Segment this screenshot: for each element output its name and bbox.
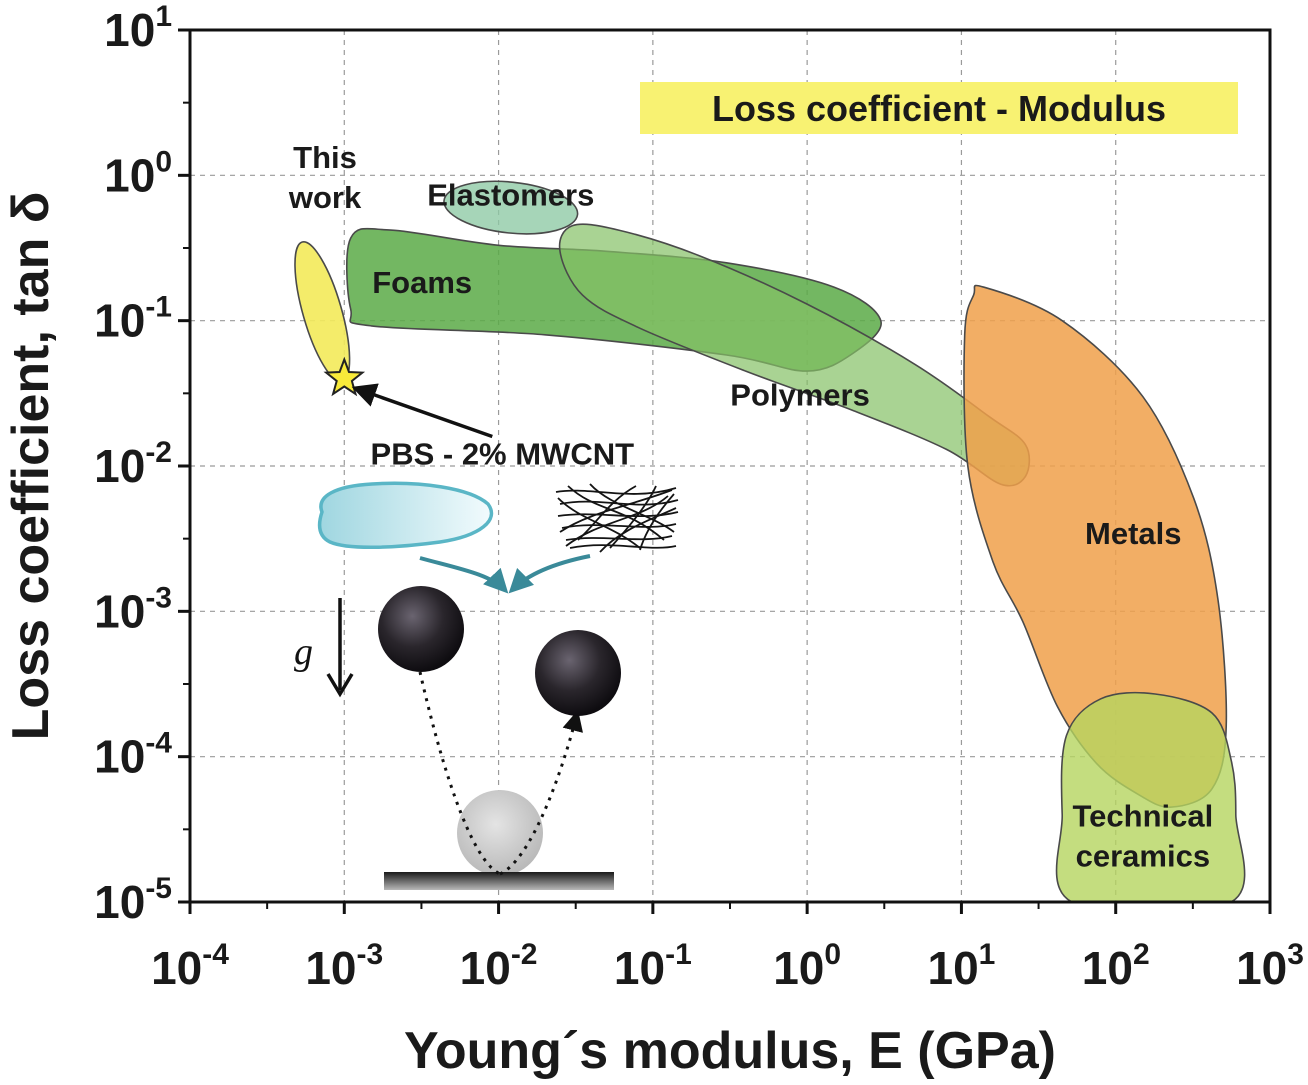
region-label: Metals bbox=[1085, 516, 1181, 551]
region-label: Foams bbox=[372, 265, 472, 300]
rebound-ball-icon bbox=[535, 630, 621, 716]
y-axis-label: Loss coefficient, tan δ bbox=[2, 192, 60, 741]
axis-ticks: 10-4 10-3 10-2 10-1 100 101 102 103 10-5 10-4 10-3… bbox=[94, 0, 1304, 994]
rebound-illustration: g⃗ bbox=[294, 481, 679, 890]
y-tick-label: 10-3 bbox=[94, 581, 172, 637]
drop-ball-icon bbox=[378, 586, 464, 672]
rebound-path-icon bbox=[499, 709, 583, 876]
region-4 bbox=[1055, 691, 1246, 902]
nanotube-bundle-icon bbox=[555, 483, 679, 553]
merge-arrow-left bbox=[419, 556, 509, 594]
gravity-symbol: g⃗ bbox=[294, 631, 343, 673]
region-label: This work bbox=[288, 140, 362, 215]
x-tick-label: 103 bbox=[1236, 938, 1304, 994]
chart-title: Loss coefficient - Modulus bbox=[640, 82, 1238, 134]
annotation-label: PBS - 2% MWCNT bbox=[371, 437, 635, 472]
x-tick-label: 100 bbox=[773, 938, 841, 994]
x-tick-label: 10-4 bbox=[151, 938, 229, 994]
polymer-blob-icon bbox=[317, 481, 494, 550]
material-regions bbox=[294, 180, 1246, 902]
y-tick-label: 10-4 bbox=[94, 727, 172, 783]
gravity-arrowhead-icon bbox=[326, 673, 354, 698]
region-label: Technical ceramics bbox=[1073, 799, 1214, 874]
annotation-arrow bbox=[351, 383, 493, 439]
x-tick-label: 102 bbox=[1082, 938, 1150, 994]
region-label: Polymers bbox=[730, 378, 870, 413]
x-axis-label: Young´s modulus, E (GPa) bbox=[404, 1022, 1056, 1080]
y-tick-label: 100 bbox=[104, 145, 172, 201]
y-tick-label: 10-1 bbox=[94, 291, 172, 347]
merge-arrow-right bbox=[508, 554, 591, 594]
ghost-ball-icon bbox=[457, 790, 543, 876]
title-text: Loss coefficient - Modulus bbox=[712, 88, 1166, 129]
y-tick-label: 101 bbox=[104, 0, 172, 56]
y-tick-label: 10-5 bbox=[94, 872, 172, 928]
y-tick-label: 10-2 bbox=[94, 436, 172, 492]
data-point-star bbox=[323, 356, 366, 397]
x-tick-label: 10-2 bbox=[460, 938, 538, 994]
region-label: Elastomers bbox=[427, 178, 594, 213]
region-0 bbox=[443, 180, 579, 235]
data-points bbox=[323, 356, 493, 439]
x-tick-label: 10-3 bbox=[305, 938, 383, 994]
x-tick-label: 10-1 bbox=[614, 938, 692, 994]
floor-surface-icon bbox=[384, 872, 614, 890]
x-tick-label: 101 bbox=[927, 938, 995, 994]
title-highlight bbox=[640, 82, 1238, 134]
